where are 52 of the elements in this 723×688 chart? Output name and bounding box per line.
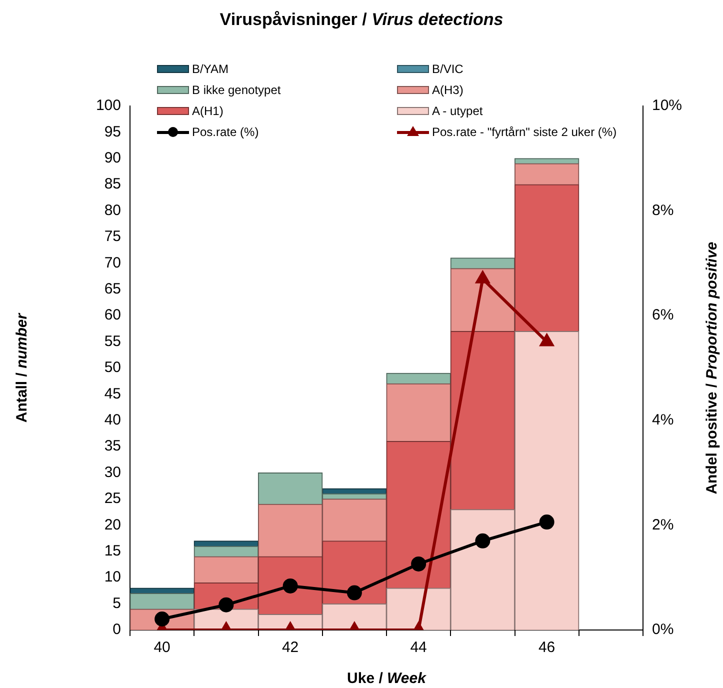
legend-label: A(H3) — [432, 83, 464, 97]
y-tick-label: 75 — [104, 228, 121, 246]
y-tick-label: 5 — [112, 594, 121, 612]
y-tick-label: 60 — [104, 306, 121, 324]
point — [346, 585, 362, 600]
y-tick-label: 90 — [104, 150, 121, 167]
y-tick-label: 30 — [104, 464, 121, 481]
x-tick-label: 40 — [154, 639, 170, 656]
point — [539, 514, 554, 530]
y-tick-label: 25 — [104, 490, 121, 508]
y-tick-label: 70 — [104, 254, 121, 272]
y2-tick-label: 0% — [652, 621, 674, 638]
y-tick-label: 80 — [104, 202, 121, 219]
y-tick-label: 100 — [96, 97, 121, 114]
x-tick-label: 44 — [410, 639, 427, 656]
point — [154, 611, 170, 626]
y-tick-label: 10 — [104, 568, 121, 586]
point — [282, 578, 298, 594]
y-tick-label: 0 — [112, 621, 121, 638]
y-tick-label: 85 — [104, 176, 121, 193]
point — [411, 556, 426, 572]
y2-tick-label: 4% — [652, 412, 674, 429]
y2-tick-label: 2% — [652, 516, 674, 534]
legend-label: Pos.rate (%) — [192, 125, 259, 139]
y2-tick-label: 10% — [652, 97, 682, 114]
y-tick-label: 15 — [104, 542, 121, 560]
point — [475, 533, 490, 548]
y-tick-label: 40 — [104, 412, 121, 429]
chart-title: Viruspåvisninger / Virus detections — [218, 10, 504, 30]
x-axis-title: Uke / Week — [346, 670, 428, 687]
x-tick-label: 42 — [282, 639, 299, 656]
legend-label: B/YAM — [192, 62, 228, 76]
legend-label: B ikke genotypet — [192, 83, 281, 97]
y-tick-label: 50 — [104, 359, 121, 376]
y-tick-label: 55 — [104, 332, 121, 350]
y-tick-label: 95 — [104, 123, 121, 140]
y-tick-label: 20 — [104, 516, 121, 534]
point — [218, 597, 234, 612]
point — [540, 334, 554, 346]
y2-axis-title: Andel positive / Proportion positive — [704, 242, 720, 494]
legend-label: A - utypet — [432, 104, 483, 118]
y2-tick-label: 6% — [652, 306, 674, 324]
x-tick-label: 46 — [538, 639, 556, 656]
y-axis-title: Antall / number — [14, 313, 30, 423]
y-tick-label: 45 — [104, 385, 121, 402]
y-tick-label: 35 — [104, 438, 121, 455]
y2-tick-label: 8% — [652, 202, 674, 219]
y-tick-label: 65 — [104, 280, 121, 298]
legend-label: B/VIC — [432, 62, 464, 76]
point — [476, 271, 490, 284]
legend-label: Pos.rate - "fyrtårn" siste 2 uker (%) — [432, 125, 617, 139]
legend-label: A(H1) — [192, 104, 224, 118]
